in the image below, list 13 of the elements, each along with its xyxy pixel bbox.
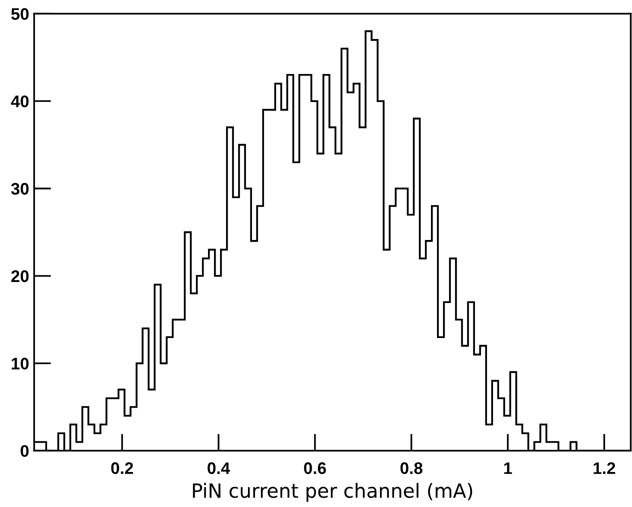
x-tick-label: 0.8 bbox=[400, 462, 422, 474]
y-tick-label: 10 bbox=[12, 358, 29, 370]
x-tick-label: 1.2 bbox=[594, 462, 616, 474]
x-tick-label: 0.2 bbox=[111, 462, 134, 474]
y-tick-label: 40 bbox=[10, 95, 29, 108]
y-tick-label: 20 bbox=[11, 270, 29, 282]
x-tick-label: 1 bbox=[504, 462, 512, 474]
y-tick-label: 30 bbox=[11, 182, 29, 195]
y-tick-label: 50 bbox=[11, 8, 29, 20]
x-tick-label: 0.4 bbox=[208, 462, 230, 474]
y-tick-label: 0 bbox=[20, 445, 29, 457]
x-tick-label: 0.6 bbox=[304, 462, 326, 474]
x-axis-title: PiN current per channel (mA) bbox=[192, 482, 472, 502]
